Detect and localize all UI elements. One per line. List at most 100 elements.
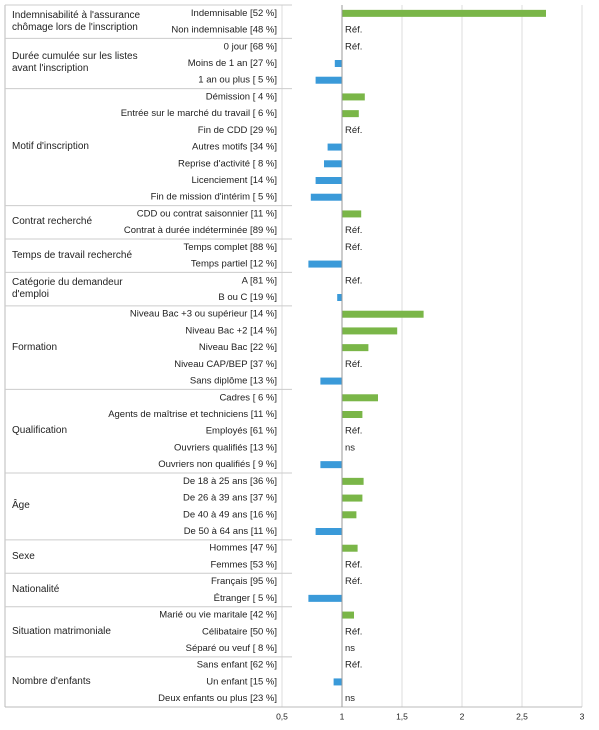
category-label: Licenciement [14 %] xyxy=(191,175,277,186)
group-label: Catégorie du demandeur d'emploi xyxy=(12,277,123,301)
value-label: Réf. xyxy=(345,41,362,52)
bar xyxy=(342,327,398,335)
bar xyxy=(310,193,342,201)
value-label: Réf. xyxy=(345,225,362,236)
bar xyxy=(334,60,342,67)
category-label: Séparé ou veuf [ 8 %] xyxy=(186,643,277,654)
bar xyxy=(333,678,342,686)
bar xyxy=(342,9,546,17)
bar xyxy=(315,76,342,84)
category-label: Sans diplôme [13 %] xyxy=(190,376,277,387)
bar xyxy=(342,494,363,502)
group-label: Durée cumulée sur les listes avant l'ins… xyxy=(12,51,138,75)
x-tick-label: 3 xyxy=(580,711,585,721)
value-label: ns xyxy=(345,442,355,453)
category-label: Fin de mission d'intérim [ 5 %] xyxy=(151,192,277,203)
category-label: Français [95 %] xyxy=(211,576,277,587)
category-label: Fin de CDD [29 %] xyxy=(198,125,277,136)
bar xyxy=(324,160,342,168)
category-label: De 18 à 25 ans [36 %] xyxy=(183,476,277,487)
value-label: ns xyxy=(345,693,355,704)
bar xyxy=(320,461,342,469)
category-label: A [81 %] xyxy=(242,275,277,286)
bar xyxy=(315,177,342,184)
bar xyxy=(342,110,359,118)
category-label: De 40 à 49 ans [16 %] xyxy=(183,509,277,520)
category-label: Reprise d'activité [ 8 %] xyxy=(178,158,277,169)
category-label: De 50 à 64 ans [11 %] xyxy=(184,526,277,537)
category-label: Niveau Bac [22 %] xyxy=(199,342,277,353)
category-label: Ouvriers non qualifiés [ 9 %] xyxy=(158,459,277,470)
category-label: Célibataire [50 %] xyxy=(202,626,277,637)
category-label: Démission [ 4 %] xyxy=(206,91,277,102)
bar xyxy=(327,143,342,151)
bar xyxy=(342,411,363,418)
bar xyxy=(320,377,342,385)
bar xyxy=(342,310,424,318)
group-label: Situation matrimoniale xyxy=(12,625,111,637)
bar xyxy=(342,344,369,352)
group-label: Temps de travail recherché xyxy=(12,249,133,261)
x-tick-label: 2 xyxy=(460,711,465,721)
group-label: Âge xyxy=(12,500,30,512)
category-label: Temps partiel [12 %] xyxy=(191,259,277,270)
bar xyxy=(342,394,378,402)
group-label: Qualification xyxy=(12,425,68,437)
value-label: Réf. xyxy=(345,359,362,370)
category-label: Un enfant [15 %] xyxy=(206,676,277,687)
value-label: Réf. xyxy=(345,576,362,587)
bar xyxy=(308,260,342,268)
x-tick-label: 2,5 xyxy=(516,711,528,721)
bar xyxy=(315,528,342,535)
group-label: Contrat recherché xyxy=(12,216,93,228)
bar xyxy=(342,210,362,218)
category-label: B ou C [19 %] xyxy=(218,292,277,303)
category-label: Niveau CAP/BEP [37 %] xyxy=(174,359,277,370)
category-label: Cadres [ 6 %] xyxy=(219,392,277,403)
category-label: Deux enfants ou plus [23 %] xyxy=(158,693,277,704)
value-label: Réf. xyxy=(345,275,362,286)
category-label: Autres motifs [34 %] xyxy=(192,142,277,153)
bar xyxy=(342,93,365,101)
category-label: CDD ou contrat saisonnier [11 %] xyxy=(137,208,277,219)
category-label: Niveau Bac +2 [14 %] xyxy=(185,325,277,336)
x-tick-label: 1,5 xyxy=(396,711,408,721)
bar xyxy=(342,511,357,519)
value-label: Réf. xyxy=(345,125,362,136)
bar xyxy=(308,594,342,602)
value-label: Réf. xyxy=(345,559,362,570)
category-label: Étranger [ 5 %] xyxy=(214,593,277,604)
category-label: Non indemnisable [48 %] xyxy=(171,25,277,36)
category-label: Entrée sur le marché du travail [ 6 %] xyxy=(121,108,277,119)
bar xyxy=(342,611,354,619)
category-label: Femmes [53 %] xyxy=(210,559,277,570)
category-label: Moins de 1 an [27 %] xyxy=(188,58,277,69)
value-label: Réf. xyxy=(345,660,362,671)
value-label: Réf. xyxy=(345,25,362,36)
group-label: Sexe xyxy=(12,550,35,562)
category-label: 0 jour [68 %] xyxy=(224,41,277,52)
category-label: Temps complet [88 %] xyxy=(184,242,277,253)
value-label: Réf. xyxy=(345,426,362,437)
category-label: De 26 à 39 ans [37 %] xyxy=(183,493,277,504)
value-label: ns xyxy=(345,643,355,654)
group-label: Nationalité xyxy=(12,583,60,595)
bar xyxy=(342,477,364,485)
bar xyxy=(342,544,358,552)
category-label: 1 an ou plus [ 5 %] xyxy=(198,75,277,86)
x-tick-label: 1 xyxy=(340,711,345,721)
category-label: Marié ou vie maritale [42 %] xyxy=(159,610,277,621)
group-label: Motif d'inscription xyxy=(12,141,89,153)
category-label: Employés [61 %] xyxy=(206,426,277,437)
value-label: Réf. xyxy=(345,626,362,637)
x-tick-label: 0,5 xyxy=(276,711,288,721)
value-label: Réf. xyxy=(345,242,362,253)
category-label: Sans enfant [62 %] xyxy=(197,660,277,671)
category-label: Indemnisable [52 %] xyxy=(191,8,277,19)
group-label: Nombre d'enfants xyxy=(12,675,91,687)
group-label: Formation xyxy=(12,341,58,353)
category-label: Contrat à durée indéterminée [89 %] xyxy=(124,225,277,236)
category-label: Agents de maîtrise et techniciens [11 %] xyxy=(108,409,277,420)
